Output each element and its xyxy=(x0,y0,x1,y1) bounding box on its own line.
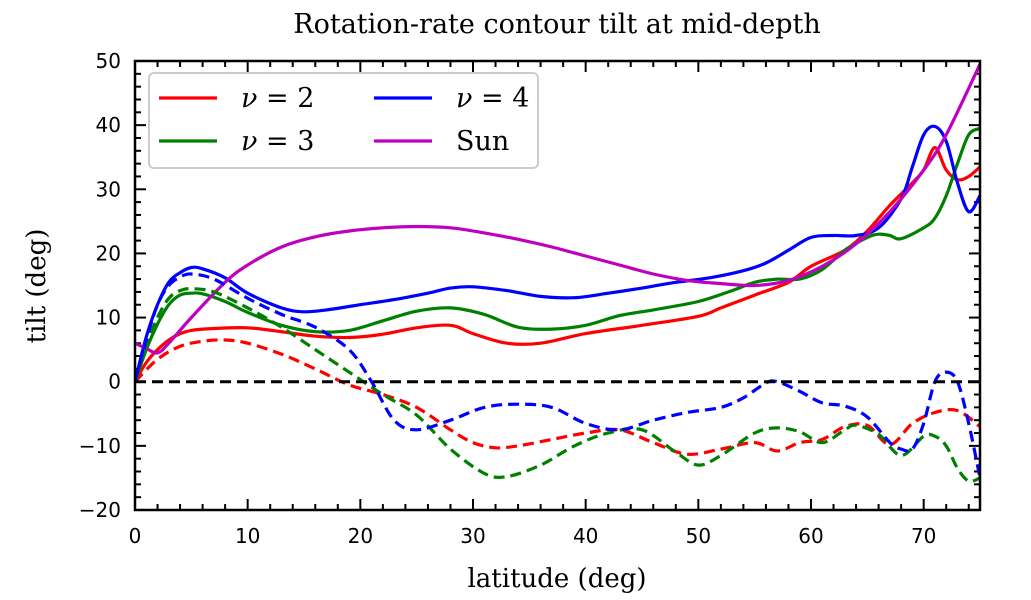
series-layer xyxy=(135,63,980,484)
y-tick-label: −10 xyxy=(79,434,121,458)
y-tick-label: 40 xyxy=(96,113,121,137)
y-tick-label: −20 xyxy=(79,498,121,522)
x-tick-labels: 0 10 20 30 40 50 60 70 xyxy=(129,524,937,548)
y-tick-labels: −20 −10 0 10 20 30 40 50 xyxy=(79,49,121,522)
series-line-nu4-dashed xyxy=(135,272,980,479)
series-line-sun xyxy=(135,63,980,355)
series-line-nu3-dashed xyxy=(135,287,980,484)
x-tick-label: 60 xyxy=(798,524,823,548)
y-axis-label: tilt (deg) xyxy=(22,229,52,344)
legend: ν = 2 ν = 3 ν = 4 Sun xyxy=(148,72,539,169)
x-tick-label: 50 xyxy=(686,524,711,548)
x-tick-label: 20 xyxy=(348,524,373,548)
x-tick-label: 30 xyxy=(460,524,485,548)
y-tick-label: 0 xyxy=(108,370,121,394)
y-tick-label: 20 xyxy=(96,241,121,265)
series-line-nu3-solid xyxy=(135,126,980,383)
legend-entries: ν = 2 ν = 3 ν = 4 Sun xyxy=(159,83,529,157)
y-tick-label: 10 xyxy=(96,306,121,330)
legend-box xyxy=(148,72,539,169)
y-tick-label: 30 xyxy=(96,177,121,201)
series-line-nu2-dashed xyxy=(135,338,980,456)
x-axis-label: latitude (deg) xyxy=(467,564,646,594)
chart-title: Rotation-rate contour tilt at mid-depth xyxy=(293,9,820,40)
series-line-nu4-solid xyxy=(135,124,980,383)
legend-label-sun: Sun xyxy=(456,126,509,157)
legend-label-nu3: ν = 3 xyxy=(241,126,314,157)
x-tick-label: 40 xyxy=(573,524,598,548)
x-tick-label: 0 xyxy=(129,524,142,548)
legend-label-nu2: ν = 2 xyxy=(241,83,314,114)
x-tick-label: 70 xyxy=(911,524,936,548)
y-tick-label: 50 xyxy=(96,49,121,73)
legend-label-nu4: ν = 4 xyxy=(456,83,529,114)
x-tick-label: 10 xyxy=(235,524,260,548)
plot-area xyxy=(133,59,982,512)
axes-frame xyxy=(133,59,982,512)
